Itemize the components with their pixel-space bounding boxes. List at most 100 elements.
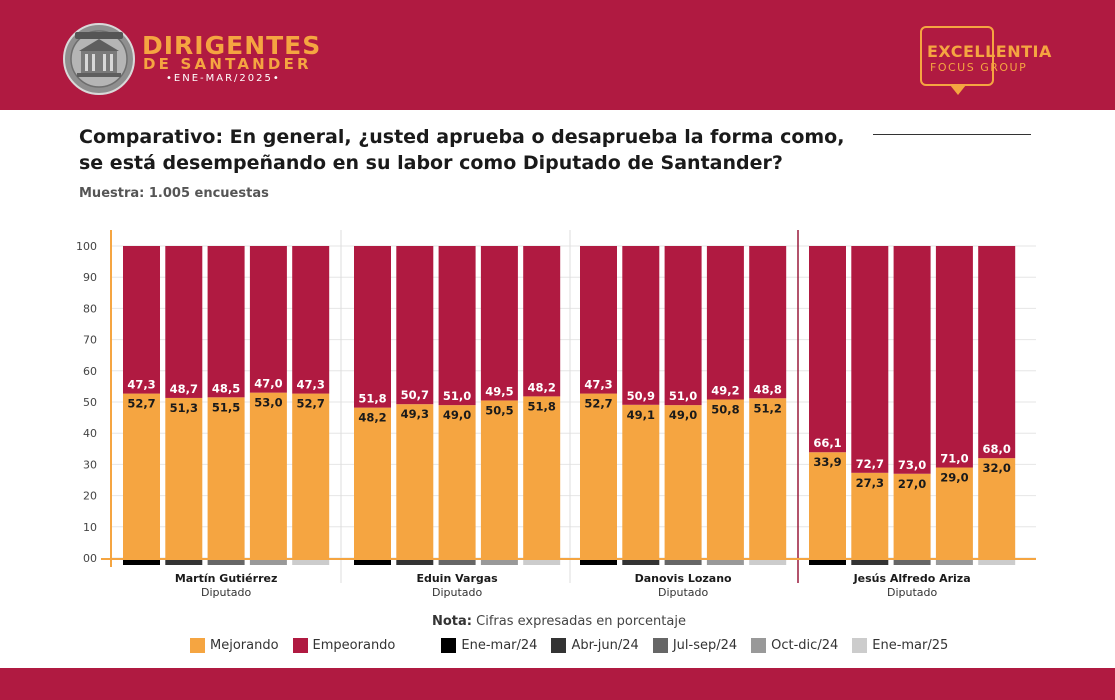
- title-rule: [873, 134, 1031, 135]
- period-marker: [396, 560, 434, 565]
- legend-label-mejorando: Mejorando: [210, 638, 279, 653]
- data-label-mejorando: 49,1: [627, 408, 655, 422]
- data-label-mejorando: 51,5: [212, 400, 240, 414]
- header-band: [0, 0, 1115, 110]
- legend-item-empeorando: Empeorando: [292, 638, 396, 653]
- y-tick-label: 00: [83, 552, 97, 565]
- data-label-empeorando: 47,0: [254, 377, 282, 391]
- period-marker: [749, 560, 787, 565]
- legend-swatch-period-2: [551, 638, 567, 653]
- legend-item-period-5: Ene-mar/25: [852, 638, 948, 653]
- y-tick-label: 10: [83, 521, 97, 534]
- data-label-empeorando: 49,2: [711, 384, 739, 398]
- question-title-line-1: Comparativo: En general, ¿usted aprueba …: [79, 126, 845, 148]
- legend-swatch-empeorando: [292, 638, 308, 653]
- brand-subtitle: DE SANTANDER: [143, 55, 312, 73]
- data-label-mejorando: 27,0: [898, 477, 926, 491]
- bar-mejorando: [749, 398, 787, 558]
- legend-item-period-2: Abr-jun/24: [551, 638, 639, 653]
- bar-empeorando: [749, 246, 787, 399]
- bar-empeorando: [978, 246, 1016, 459]
- bar-empeorando: [438, 246, 476, 406]
- bar-empeorando: [396, 246, 434, 405]
- legend: Mejorando Empeorando Ene-mar/24 Abr-jun/…: [190, 638, 962, 653]
- period-marker: [851, 560, 889, 565]
- y-tick-label: 90: [83, 271, 97, 284]
- legend-item-period-4: Oct-dic/24: [751, 638, 838, 653]
- footnote-text: Cifras expresadas en porcentaje: [476, 614, 686, 629]
- x-category-role: Diputado: [432, 586, 483, 599]
- period-marker: [706, 560, 744, 565]
- bar-mejorando: [893, 473, 931, 558]
- data-label-empeorando: 47,3: [297, 378, 325, 392]
- data-label-empeorando: 68,0: [983, 442, 1011, 456]
- data-label-empeorando: 51,0: [443, 389, 471, 403]
- x-category-label: Eduin Vargas: [416, 572, 498, 585]
- partner-logo-subtitle: FOCUS GROUP: [930, 61, 1028, 74]
- bar-mejorando: [935, 467, 973, 558]
- bar-mejorando: [123, 393, 160, 558]
- bar-mejorando: [354, 407, 391, 558]
- bar-mejorando: [165, 397, 203, 558]
- data-label-mejorando: 53,0: [254, 396, 282, 410]
- legend-swatch-period-1: [441, 638, 457, 653]
- data-label-mejorando: 29,0: [940, 471, 968, 485]
- x-category-role: Diputado: [887, 586, 938, 599]
- period-marker: [664, 560, 702, 565]
- legend-label-empeorando: Empeorando: [312, 638, 396, 653]
- bar-mejorando: [523, 396, 561, 558]
- data-label-mejorando: 51,3: [170, 401, 198, 415]
- data-label-mejorando: 51,2: [754, 401, 782, 415]
- bar-empeorando: [165, 246, 203, 398]
- data-label-mejorando: 32,0: [983, 461, 1011, 475]
- legend-label-period-2: Abr-jun/24: [571, 638, 639, 653]
- bar-empeorando: [622, 246, 660, 405]
- question-title: Comparativo: En general, ¿usted aprueba …: [79, 124, 899, 176]
- bar-mejorando: [706, 399, 744, 558]
- period-marker: [354, 560, 391, 565]
- bar-empeorando: [292, 246, 330, 394]
- brand-title: DIRIGENTES: [142, 31, 322, 60]
- data-label-empeorando: 72,7: [856, 457, 884, 471]
- period-marker: [438, 560, 476, 565]
- bar-empeorando: [480, 246, 518, 401]
- bar-mejorando: [978, 458, 1016, 558]
- bar-mejorando: [809, 452, 846, 558]
- bar-mejorando: [622, 404, 660, 558]
- legend-label-period-5: Ene-mar/25: [872, 638, 949, 653]
- period-marker: [523, 560, 561, 565]
- data-label-empeorando: 73,0: [898, 458, 926, 472]
- bar-empeorando: [664, 246, 702, 406]
- period-marker: [249, 560, 287, 565]
- legend-swatch-period-4: [751, 638, 767, 653]
- period-marker: [978, 560, 1016, 565]
- data-label-empeorando: 48,8: [754, 382, 782, 396]
- footnote-label: Nota:: [432, 614, 472, 629]
- data-label-mejorando: 49,3: [401, 407, 429, 421]
- data-label-empeorando: 48,7: [170, 382, 198, 396]
- bar-mejorando: [438, 405, 476, 558]
- data-label-mejorando: 52,7: [297, 397, 325, 411]
- partner-logo-title: EXCELLENTIA: [927, 42, 1052, 61]
- x-category-role: Diputado: [658, 586, 709, 599]
- period-marker: [480, 560, 518, 565]
- bar-empeorando: [523, 246, 561, 397]
- data-label-mejorando: 49,0: [443, 408, 471, 422]
- x-category-role: Diputado: [201, 586, 252, 599]
- legend-label-period-3: Jul-sep/24: [672, 638, 738, 653]
- period-marker: [123, 560, 160, 565]
- bar-empeorando: [123, 246, 160, 394]
- legend-item-mejorando: Mejorando: [190, 638, 279, 653]
- legend-swatch-period-3: [652, 638, 668, 653]
- bar-mejorando: [580, 393, 617, 558]
- period-marker: [809, 560, 846, 565]
- data-label-mejorando: 50,8: [711, 403, 739, 417]
- data-label-empeorando: 47,3: [127, 378, 155, 392]
- data-label-empeorando: 48,5: [212, 381, 240, 395]
- y-tick-label: 60: [83, 365, 97, 378]
- period-marker: [935, 560, 973, 565]
- bar-empeorando: [809, 246, 846, 453]
- legend-label-period-4: Oct-dic/24: [771, 638, 839, 653]
- footer-band: [0, 668, 1115, 700]
